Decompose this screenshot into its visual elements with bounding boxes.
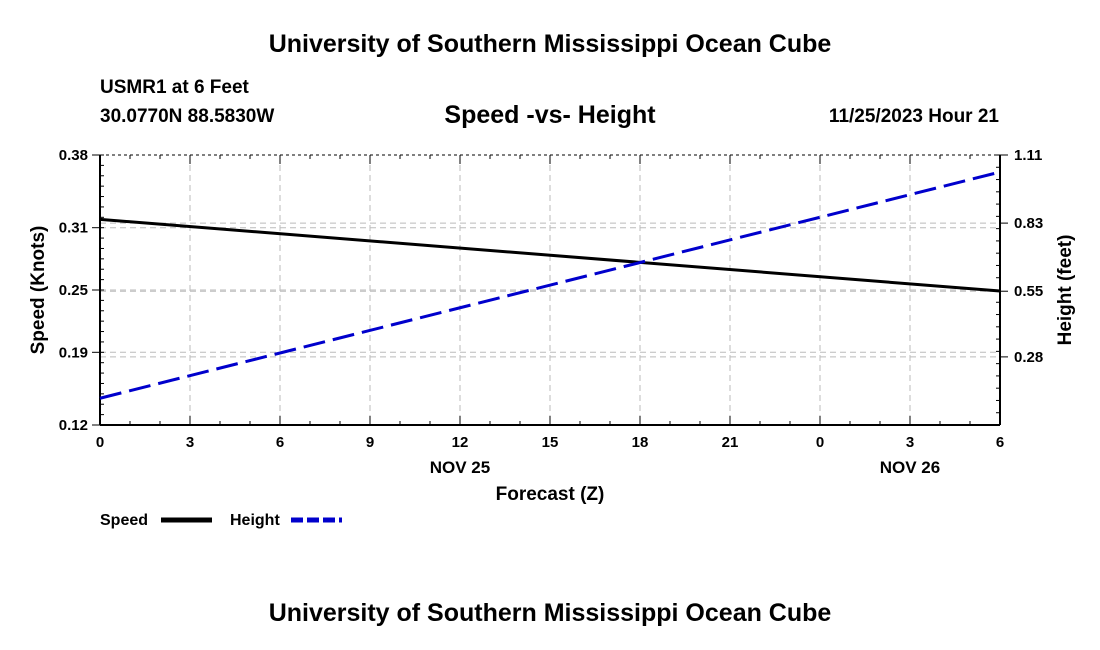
- chart-subtitle: Speed -vs- Height: [444, 101, 656, 129]
- station-label: USMR1 at 6 Feet: [100, 77, 249, 98]
- series-lines: [99, 170, 1001, 400]
- x-tick-label: 6: [996, 434, 1004, 451]
- coordinates-label: 30.0770N 88.5830W: [100, 106, 275, 127]
- y-right-tick-label: 0.55: [1014, 283, 1043, 300]
- y-axis-left-title: Speed (Knots): [28, 226, 49, 355]
- x-tick-label: 6: [276, 434, 284, 451]
- y-right-tick-label: 1.11: [1014, 147, 1042, 164]
- y-axis-right-title: Height (feet): [1055, 235, 1076, 346]
- y-left-tick-label: 0.25: [59, 282, 88, 299]
- x-tick-label: 9: [366, 434, 374, 451]
- footer-title: University of Southern Mississippi Ocean…: [268, 599, 832, 627]
- y-left-tick-label: 0.31: [59, 220, 88, 237]
- x-tick-label: 12: [452, 434, 469, 451]
- y-left-tick-label: 0.12: [59, 417, 88, 434]
- x-tick-label: 18: [632, 434, 649, 451]
- y-left-tick-label: 0.38: [59, 147, 88, 164]
- x-tick-label: 3: [186, 434, 194, 451]
- grid: [100, 155, 1000, 425]
- series-line-height: [99, 170, 1001, 400]
- datetime-label: 11/25/2023 Hour 21: [828, 106, 999, 127]
- y-right-tick-label: 0.28: [1014, 349, 1043, 366]
- legend-label-height: Height: [230, 512, 280, 529]
- date-label: NOV 26: [880, 458, 940, 477]
- y-right-tick-label: 0.83: [1014, 215, 1043, 232]
- date-label: NOV 25: [430, 458, 490, 477]
- x-tick-label: 15: [542, 434, 559, 451]
- series-line-speed: [99, 217, 1001, 293]
- x-tick-label: 21: [722, 434, 739, 451]
- x-axis-title: Forecast (Z): [496, 484, 605, 505]
- y-left-tick-label: 0.19: [59, 344, 88, 361]
- x-tick-label: 0: [816, 434, 824, 451]
- x-tick-label: 3: [906, 434, 914, 451]
- x-tick-label: 0: [96, 434, 104, 451]
- legend: Speed Height: [100, 512, 342, 529]
- page-title: University of Southern Mississippi Ocean…: [268, 30, 832, 58]
- axis-labels: Forecast (Z) Speed (Knots) Height (feet)…: [28, 147, 1076, 505]
- legend-label-speed: Speed: [100, 512, 148, 529]
